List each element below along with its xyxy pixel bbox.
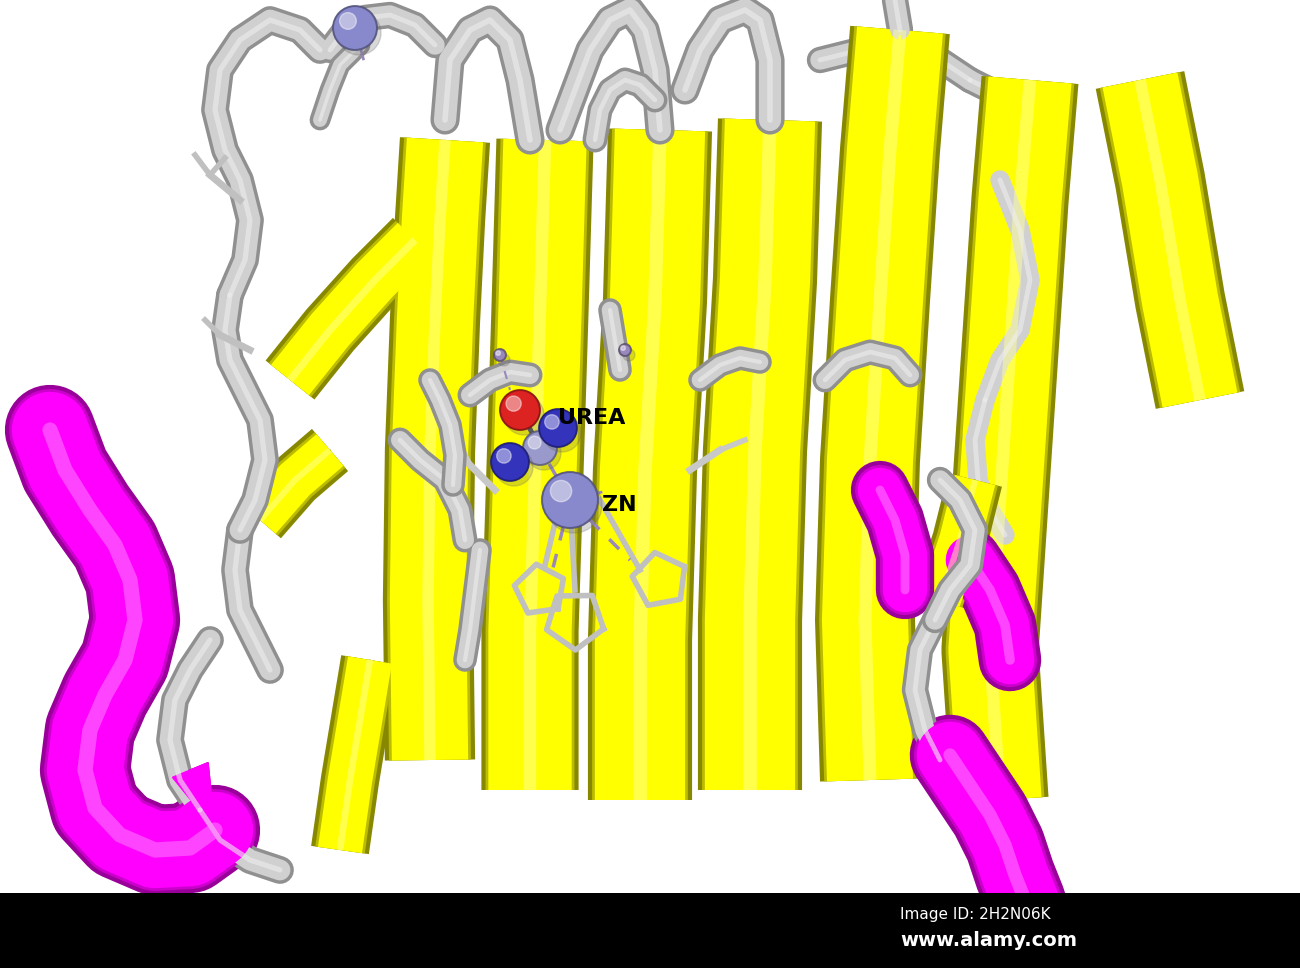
- Circle shape: [540, 409, 577, 447]
- Polygon shape: [517, 140, 568, 238]
- Circle shape: [497, 449, 511, 463]
- Circle shape: [491, 443, 529, 481]
- Circle shape: [500, 390, 540, 430]
- Circle shape: [546, 477, 602, 533]
- Polygon shape: [891, 572, 913, 590]
- Polygon shape: [629, 130, 685, 231]
- Circle shape: [495, 350, 500, 355]
- Circle shape: [495, 448, 533, 486]
- Polygon shape: [352, 660, 378, 690]
- Polygon shape: [421, 145, 464, 233]
- Polygon shape: [385, 240, 415, 271]
- Polygon shape: [958, 480, 985, 500]
- Polygon shape: [1008, 896, 1037, 930]
- Polygon shape: [993, 641, 1015, 660]
- Circle shape: [550, 480, 572, 501]
- Circle shape: [494, 349, 506, 361]
- Circle shape: [498, 354, 510, 366]
- Bar: [0, 893, 1300, 968]
- Polygon shape: [519, 145, 567, 238]
- Circle shape: [337, 11, 381, 55]
- Circle shape: [623, 349, 634, 361]
- Circle shape: [543, 414, 581, 452]
- Circle shape: [545, 414, 559, 429]
- Polygon shape: [352, 660, 382, 690]
- Circle shape: [339, 13, 356, 29]
- Polygon shape: [420, 140, 467, 233]
- Circle shape: [621, 346, 625, 350]
- Polygon shape: [386, 244, 412, 269]
- Text: Image ID: 2H2N06K: Image ID: 2H2N06K: [900, 908, 1050, 923]
- Polygon shape: [870, 30, 924, 143]
- Polygon shape: [354, 665, 377, 690]
- Circle shape: [333, 6, 377, 50]
- Circle shape: [523, 431, 556, 465]
- Polygon shape: [385, 240, 415, 269]
- Polygon shape: [993, 641, 1015, 660]
- Polygon shape: [311, 450, 330, 469]
- Polygon shape: [891, 572, 913, 590]
- Text: www.alamy.com: www.alamy.com: [900, 931, 1076, 951]
- Polygon shape: [312, 453, 328, 469]
- Polygon shape: [740, 120, 798, 222]
- Polygon shape: [517, 140, 571, 238]
- Polygon shape: [311, 450, 330, 468]
- Circle shape: [542, 472, 598, 528]
- Polygon shape: [741, 125, 793, 222]
- Polygon shape: [958, 480, 982, 501]
- Text: ZN: ZN: [602, 495, 637, 515]
- Circle shape: [504, 395, 543, 435]
- Circle shape: [619, 344, 630, 356]
- Polygon shape: [870, 30, 922, 143]
- Polygon shape: [959, 485, 980, 501]
- Polygon shape: [632, 135, 682, 231]
- Circle shape: [506, 396, 521, 411]
- Polygon shape: [173, 763, 214, 830]
- Circle shape: [528, 437, 541, 449]
- Polygon shape: [173, 763, 214, 830]
- Polygon shape: [629, 130, 688, 231]
- Polygon shape: [871, 35, 920, 143]
- Circle shape: [526, 436, 562, 470]
- Polygon shape: [740, 120, 794, 222]
- Polygon shape: [420, 140, 469, 233]
- Polygon shape: [1008, 896, 1037, 930]
- Text: UREA: UREA: [558, 408, 625, 428]
